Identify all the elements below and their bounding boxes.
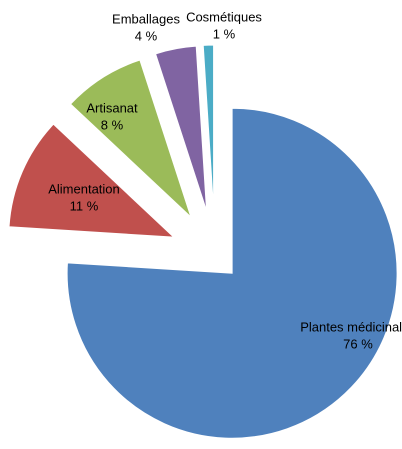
slice-label: Cosmétiques	[186, 9, 262, 24]
pie-slice	[66, 107, 398, 439]
slice-value-label: 76 %	[343, 336, 373, 351]
slice-value-label: 8 %	[101, 117, 124, 132]
pie-slice	[202, 44, 215, 211]
slice-label: Alimentation	[48, 181, 120, 196]
slice-value-label: 4 %	[135, 28, 158, 43]
slice-value-label: 11 %	[70, 198, 99, 213]
slice-label: Artisanat	[86, 100, 138, 115]
pie-slice	[154, 45, 208, 211]
slice-value-label: 1 %	[213, 26, 236, 41]
slice-label: Emballages	[112, 11, 180, 26]
slice-label: Plantes médicinales	[300, 319, 402, 334]
pie-slice	[8, 123, 176, 238]
pie-slice	[69, 59, 192, 218]
